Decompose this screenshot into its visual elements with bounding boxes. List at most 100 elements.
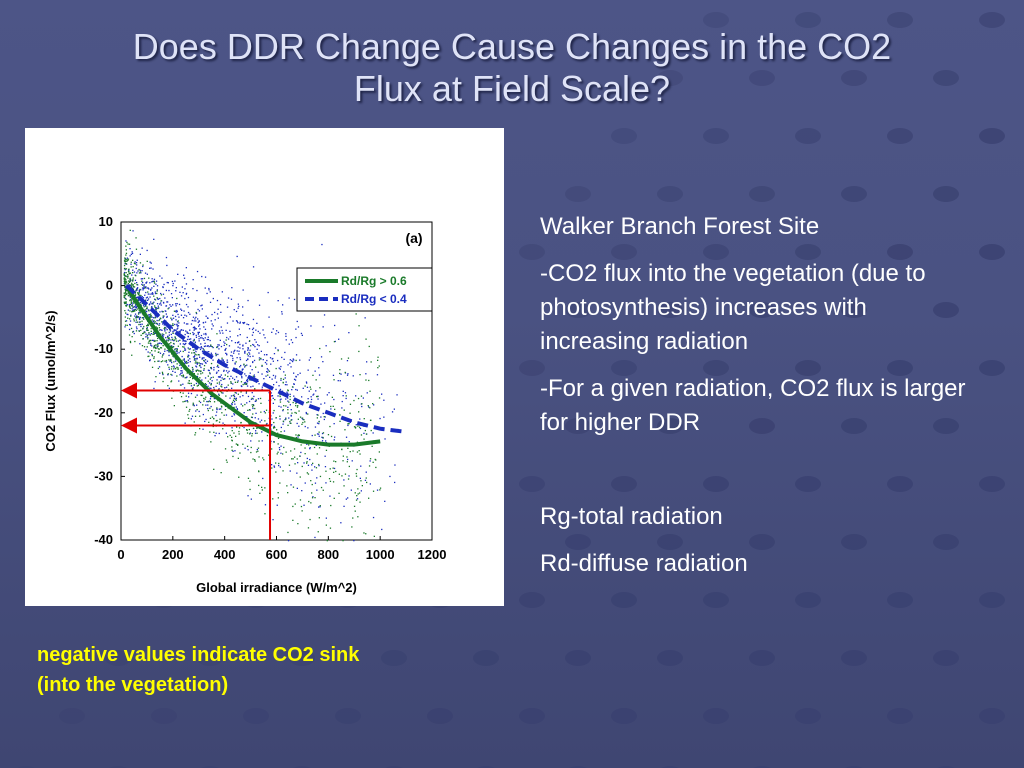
- data-point-high-ddr: [146, 306, 148, 308]
- data-point-low-ddr: [193, 338, 195, 341]
- data-point-low-ddr: [215, 354, 217, 357]
- data-point-high-ddr: [304, 447, 306, 449]
- data-point-high-ddr: [152, 302, 154, 304]
- data-point-low-ddr: [235, 376, 238, 378]
- background-dot: [657, 534, 683, 550]
- data-point-high-ddr: [299, 455, 301, 457]
- data-point-low-ddr: [242, 345, 244, 347]
- data-point-high-ddr: [264, 420, 266, 422]
- data-point-high-ddr: [125, 275, 127, 277]
- data-point-low-ddr: [147, 299, 149, 301]
- data-point-low-ddr: [264, 361, 267, 364]
- data-point-low-ddr: [136, 264, 138, 266]
- data-point-high-ddr: [291, 458, 293, 460]
- data-point-high-ddr: [279, 394, 281, 396]
- background-dot: [703, 592, 729, 608]
- data-point-high-ddr: [220, 472, 222, 474]
- data-point-low-ddr: [208, 345, 210, 348]
- data-point-high-ddr: [138, 292, 140, 294]
- data-point-low-ddr: [238, 350, 240, 352]
- data-point-low-ddr: [263, 354, 266, 356]
- data-point-high-ddr: [230, 382, 232, 384]
- data-point-low-ddr: [250, 440, 252, 442]
- data-point-low-ddr: [216, 366, 218, 368]
- data-point-high-ddr: [123, 281, 126, 283]
- data-point-high-ddr: [277, 443, 279, 445]
- data-point-high-ddr: [195, 370, 197, 372]
- data-point-low-ddr: [364, 317, 366, 319]
- data-point-low-ddr: [296, 320, 298, 323]
- data-point-low-ddr: [391, 411, 394, 413]
- data-point-low-ddr: [172, 330, 174, 333]
- background-dot: [841, 650, 867, 666]
- data-point-high-ddr: [153, 319, 155, 322]
- point-ddr: -For a given radiation, CO2 flux is larg…: [540, 375, 966, 436]
- data-point-low-ddr: [229, 316, 231, 318]
- data-point-high-ddr: [285, 418, 287, 420]
- data-point-low-ddr: [187, 323, 189, 325]
- data-point-high-ddr: [291, 386, 294, 388]
- data-point-low-ddr: [333, 439, 335, 441]
- data-point-low-ddr: [280, 379, 282, 381]
- data-point-high-ddr: [160, 347, 162, 349]
- background-dot: [703, 12, 729, 28]
- data-point-high-ddr: [213, 388, 215, 390]
- data-point-low-ddr: [192, 288, 194, 290]
- data-point-high-ddr: [242, 443, 244, 445]
- data-point-low-ddr: [266, 341, 269, 343]
- data-point-low-ddr: [167, 364, 169, 366]
- data-point-high-ddr: [134, 294, 137, 296]
- data-point-low-ddr: [197, 308, 199, 311]
- data-point-low-ddr: [216, 411, 218, 413]
- data-point-low-ddr: [195, 316, 197, 318]
- data-point-low-ddr: [210, 395, 212, 398]
- data-point-high-ddr: [291, 412, 293, 414]
- data-point-low-ddr: [338, 338, 340, 340]
- data-point-low-ddr: [286, 391, 288, 393]
- data-point-low-ddr: [220, 311, 222, 313]
- data-point-low-ddr: [139, 302, 142, 304]
- data-point-high-ddr: [147, 291, 149, 293]
- data-point-high-ddr: [318, 421, 320, 423]
- background-dot: [519, 592, 545, 608]
- data-point-low-ddr: [162, 336, 164, 338]
- data-point-high-ddr: [147, 355, 149, 358]
- data-point-low-ddr: [350, 489, 352, 491]
- data-point-high-ddr: [167, 340, 169, 342]
- data-point-high-ddr: [153, 333, 155, 335]
- data-point-high-ddr: [339, 372, 341, 375]
- data-point-low-ddr: [302, 418, 304, 421]
- data-point-low-ddr: [222, 392, 224, 394]
- data-point-high-ddr: [372, 490, 375, 492]
- data-point-high-ddr: [176, 363, 178, 365]
- data-point-low-ddr: [267, 291, 269, 294]
- data-point-low-ddr: [147, 287, 149, 289]
- data-point-low-ddr: [149, 267, 151, 269]
- data-point-low-ddr: [131, 308, 133, 310]
- data-point-low-ddr: [195, 334, 197, 337]
- data-point-low-ddr: [262, 329, 264, 331]
- data-point-low-ddr: [278, 447, 281, 449]
- data-point-low-ddr: [195, 312, 198, 315]
- data-point-high-ddr: [197, 373, 199, 375]
- data-point-high-ddr: [258, 484, 260, 487]
- data-point-low-ddr: [297, 374, 299, 376]
- data-point-low-ddr: [166, 264, 168, 267]
- data-point-high-ddr: [304, 453, 306, 455]
- data-point-low-ddr: [202, 348, 204, 350]
- data-point-low-ddr: [145, 336, 147, 338]
- data-point-low-ddr: [198, 335, 200, 337]
- data-point-low-ddr: [153, 238, 155, 240]
- data-point-low-ddr: [153, 285, 155, 287]
- data-point-low-ddr: [240, 385, 242, 387]
- data-point-low-ddr: [129, 248, 131, 250]
- data-point-low-ddr: [260, 350, 262, 352]
- data-point-low-ddr: [287, 540, 290, 542]
- data-point-low-ddr: [170, 293, 173, 295]
- data-point-low-ddr: [273, 441, 275, 443]
- background-dot: [887, 244, 913, 260]
- data-point-low-ddr: [284, 377, 286, 379]
- data-point-high-ddr: [254, 459, 256, 461]
- data-point-high-ddr: [162, 315, 164, 317]
- data-point-high-ddr: [136, 321, 139, 323]
